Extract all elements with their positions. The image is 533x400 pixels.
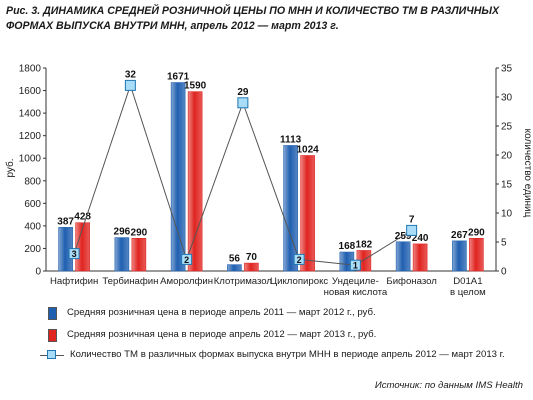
y-tick-label-left: 400 bbox=[24, 221, 41, 232]
bar bbox=[412, 243, 428, 272]
legend-label-series-2: Средняя розничная цена в периоде апрель … bbox=[67, 329, 377, 340]
x-tick-label: Циклопирокс bbox=[270, 276, 328, 287]
legend-label-series-1: Средняя розничная цена в периоде апрель … bbox=[67, 307, 376, 318]
x-tick-label: Тербинафин bbox=[102, 276, 158, 287]
bar-value-label: 259 bbox=[395, 231, 412, 242]
y-tick-label-left: 1800 bbox=[19, 64, 42, 75]
x-tick-label: Аморолфин bbox=[160, 276, 213, 287]
line-value-label: 32 bbox=[125, 69, 137, 80]
bar bbox=[300, 155, 315, 272]
line-point bbox=[406, 224, 418, 236]
legend-item-series-3: Количество ТМ в различных формах выпуска… bbox=[40, 348, 505, 362]
legend-label-series-3: Количество ТМ в различных формах выпуска… bbox=[70, 349, 505, 360]
y-tick-label-right: 0 bbox=[501, 267, 507, 278]
bar bbox=[187, 91, 203, 272]
legend-item-series-2: Средняя розничная цена в периоде апрель … bbox=[48, 328, 376, 342]
y-tick-label-left: 1600 bbox=[19, 86, 42, 97]
line-value-label: 29 bbox=[237, 87, 249, 98]
bar bbox=[395, 241, 411, 272]
y-tick-label-left: 200 bbox=[24, 244, 41, 255]
line-value-label: 3 bbox=[72, 249, 77, 259]
line-value-label: 2 bbox=[184, 255, 189, 265]
y-tick-label-left: 800 bbox=[24, 176, 41, 187]
x-tick-label: D01A1 bbox=[453, 276, 482, 287]
line-point bbox=[349, 259, 361, 271]
bar-value-label: 387 bbox=[57, 216, 74, 227]
y-axis-label: руб. bbox=[4, 158, 16, 177]
bar-value-label: 70 bbox=[246, 252, 258, 263]
line-point bbox=[181, 253, 193, 265]
line-value-label: 7 bbox=[409, 214, 415, 225]
x-tick-label: новая кислота bbox=[324, 287, 388, 298]
bar bbox=[283, 145, 298, 272]
y-tick-label-left: 1400 bbox=[19, 109, 42, 120]
source-note: Источник: по данным IMS Health bbox=[374, 380, 523, 391]
line-point bbox=[293, 253, 305, 265]
bar-value-label: 1590 bbox=[184, 81, 207, 92]
bar-value-label: 182 bbox=[356, 239, 373, 250]
bar bbox=[227, 264, 242, 272]
y-tick-label-right: 35 bbox=[501, 64, 513, 75]
bar-value-label: 296 bbox=[114, 227, 131, 238]
line-value-label: 1 bbox=[353, 261, 358, 271]
x-tick-label: в целом bbox=[450, 287, 486, 298]
bar-value-label: 1024 bbox=[297, 145, 320, 156]
legend-swatch-series-2 bbox=[48, 328, 57, 342]
x-tick-label: Клотримазол bbox=[214, 276, 272, 287]
y-tick-label-right: 20 bbox=[501, 151, 513, 162]
legend-item-series-1: Средняя розничная цена в периоде апрель … bbox=[48, 306, 376, 320]
bar-value-label: 290 bbox=[131, 227, 148, 238]
line-point bbox=[68, 248, 80, 260]
bar-value-label: 267 bbox=[451, 230, 468, 241]
line-value-label: 2 bbox=[297, 255, 302, 265]
legend-swatch-series-3 bbox=[40, 349, 64, 361]
bar-value-label: 168 bbox=[339, 241, 356, 252]
bar-value-label: 428 bbox=[74, 212, 91, 223]
bar bbox=[469, 237, 484, 272]
bar bbox=[114, 237, 130, 272]
bar bbox=[75, 222, 90, 272]
y-tick-label-left: 1000 bbox=[19, 154, 42, 165]
line-point bbox=[237, 97, 249, 109]
bar bbox=[131, 237, 147, 272]
bar bbox=[452, 240, 467, 272]
y-tick-label-right: 5 bbox=[501, 238, 507, 249]
bar bbox=[244, 262, 259, 272]
y-tick-label-right: 30 bbox=[501, 93, 513, 104]
x-tick-label: Нафтифин bbox=[50, 276, 98, 287]
bar-value-label: 1113 bbox=[280, 134, 302, 145]
bar-value-label: 240 bbox=[412, 233, 429, 244]
y-tick-label-left: 0 bbox=[35, 267, 41, 278]
bar-value-label: 1671 bbox=[167, 72, 190, 83]
y-tick-label-left: 600 bbox=[24, 199, 41, 210]
chart-title: Рис. 3. ДИНАМИКА СРЕДНЕЙ РОЗНИЧНОЙ ЦЕНЫ … bbox=[6, 5, 500, 32]
y-tick-label-right: 10 bbox=[501, 209, 513, 220]
bar-value-label: 56 bbox=[229, 254, 241, 265]
bar-value-label: 290 bbox=[468, 227, 485, 238]
line-point bbox=[124, 79, 136, 91]
y-tick-label-right: 15 bbox=[501, 180, 513, 191]
legend-swatch-series-1 bbox=[48, 306, 57, 320]
y2-axis-label: количество единиц bbox=[522, 129, 533, 218]
x-tick-label: Ундециле- bbox=[332, 276, 379, 287]
bar bbox=[170, 82, 186, 272]
y-tick-label-right: 25 bbox=[501, 122, 513, 133]
x-tick-label: Бифоназол bbox=[386, 276, 436, 287]
y-tick-label-left: 1200 bbox=[19, 131, 42, 142]
